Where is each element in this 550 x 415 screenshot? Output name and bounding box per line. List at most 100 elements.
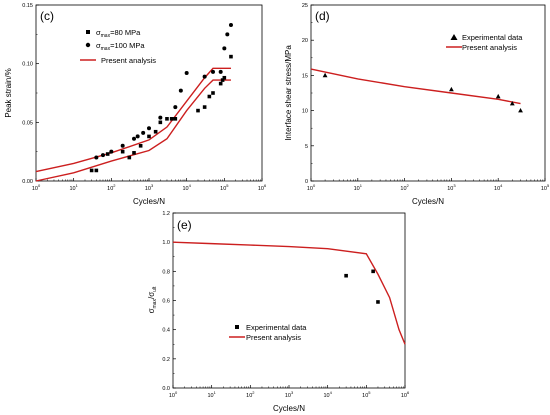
y-ticks: 0 5 10 15 20 25 <box>302 3 314 185</box>
data-point-triangle <box>518 108 523 113</box>
data-point-square <box>165 117 169 121</box>
x-tick-label: 100 <box>32 183 41 192</box>
x-axis-label: Cycles/N <box>412 197 444 206</box>
y-axis-label: Peak strain/% <box>4 68 13 117</box>
data-point-square <box>207 94 212 99</box>
data-point-circle <box>218 69 223 74</box>
panel-e: 100 101 102 103 104 105 106 0.0 0.2 0.4 0.6 0.8 1.0… <box>147 211 410 413</box>
x-tick-label: 105 <box>220 183 229 192</box>
legend-label-exp: Experimental data <box>246 323 307 332</box>
data-point-square <box>127 155 132 160</box>
legend-marker-square <box>235 325 239 329</box>
data-point-circle <box>147 126 151 131</box>
model-lines <box>172 241 406 345</box>
y-tick-label: 10 <box>302 109 308 115</box>
data-point-square <box>105 152 110 156</box>
x-tick-label: 102 <box>400 183 409 192</box>
data-point-circle <box>132 136 137 141</box>
legend-label-model: Present analysis <box>101 56 156 65</box>
model-line <box>35 79 231 182</box>
data-point-square <box>94 168 99 173</box>
data-point-triangle <box>322 72 328 78</box>
data-point-circle <box>94 155 99 160</box>
y-tick-label: 5 <box>305 144 308 150</box>
legend-marker-square <box>86 30 90 34</box>
x-tick-label: 103 <box>285 390 294 399</box>
data-markers <box>89 22 233 173</box>
y-tick-label: 0.15 <box>22 3 33 9</box>
y-tick-label: 15 <box>302 73 308 79</box>
y-axis-label: Interface shear stress/MPa <box>284 45 293 141</box>
model-line <box>172 241 406 345</box>
plot-frame <box>35 4 263 182</box>
y-tick-label: 0.8 <box>162 269 170 275</box>
y-tick-label: 20 <box>302 38 308 44</box>
y-tick-label: 0 <box>305 179 308 185</box>
legend-marker-triangle <box>450 34 458 40</box>
data-markers <box>322 72 523 113</box>
data-point-circle <box>173 105 178 110</box>
model-lines <box>35 67 231 182</box>
x-tick-label: 104 <box>323 390 332 399</box>
data-point-circle <box>109 149 114 154</box>
legend: Experimental data Present analysis <box>446 33 523 52</box>
data-markers <box>344 269 380 304</box>
x-tick-label: 106 <box>401 390 410 399</box>
legend-label-model: Present analysis <box>462 43 517 52</box>
data-point-circle <box>178 88 183 93</box>
data-point-square <box>218 81 223 86</box>
data-point-square <box>371 269 375 274</box>
x-axis-label: Cycles/N <box>133 197 165 206</box>
legend-label-model: Present analysis <box>246 333 301 342</box>
x-tick-label: 103 <box>447 183 456 192</box>
y-tick-label: 1.2 <box>162 211 170 217</box>
data-point-square <box>158 120 163 125</box>
legend-label-exp: Experimental data <box>462 33 523 42</box>
data-point-circle <box>141 130 146 135</box>
data-point-circle <box>225 32 230 37</box>
legend-label-80: σmax=80 MPa <box>96 28 141 39</box>
legend: Experimental data Present analysis <box>229 323 307 342</box>
x-ticks: 100 101 102 103 104 105 106 <box>32 178 267 192</box>
x-tick-label: 102 <box>107 183 116 192</box>
x-tick-label: 101 <box>354 183 363 192</box>
legend-marker-circle <box>85 42 91 48</box>
data-point-square <box>202 105 207 109</box>
data-point-square <box>376 300 380 304</box>
data-point-square <box>229 54 233 59</box>
x-ticks: 100 101 102 103 104 105 <box>307 178 550 192</box>
data-point-circle <box>210 69 215 74</box>
model-line <box>35 67 231 173</box>
data-point-square <box>89 168 94 173</box>
x-tick-label: 105 <box>362 390 371 399</box>
data-point-square <box>138 144 143 148</box>
panel-tag: (c) <box>40 9 54 23</box>
y-tick-label: 0.6 <box>162 299 170 305</box>
x-tick-label: 104 <box>182 183 191 192</box>
x-tick-label: 101 <box>69 183 78 192</box>
data-point-triangle <box>509 100 515 106</box>
x-tick-label: 101 <box>207 390 216 399</box>
data-point-square <box>211 91 215 95</box>
data-point-square <box>153 129 158 134</box>
data-point-circle <box>120 143 125 148</box>
panel-tag: (d) <box>315 9 330 23</box>
data-point-square <box>132 151 136 155</box>
y-ticks: 0.00 0.05 0.10 0.15 <box>22 3 39 185</box>
data-point-circle <box>184 71 189 76</box>
panel-c: 100 101 102 103 104 105 106 0.00 0.05 0.10 0.15 (… <box>4 3 267 206</box>
data-point-square <box>173 117 178 121</box>
data-point-triangle <box>495 93 501 99</box>
data-point-square <box>120 149 125 154</box>
panel-d: 100 101 102 103 104 105 0 5 10 15 20 25 (d) Cycles… <box>284 3 550 206</box>
x-axis-label: Cycles/N <box>273 404 305 413</box>
data-point-circle <box>158 115 163 120</box>
data-point-circle <box>228 22 233 27</box>
x-tick-label: 105 <box>541 183 550 192</box>
model-lines <box>310 68 521 105</box>
plot-frame <box>172 212 406 389</box>
y-axis-label: σmax/σult <box>147 286 158 313</box>
x-tick-label: 100 <box>307 183 316 192</box>
y-tick-label: 0.0 <box>162 386 170 392</box>
